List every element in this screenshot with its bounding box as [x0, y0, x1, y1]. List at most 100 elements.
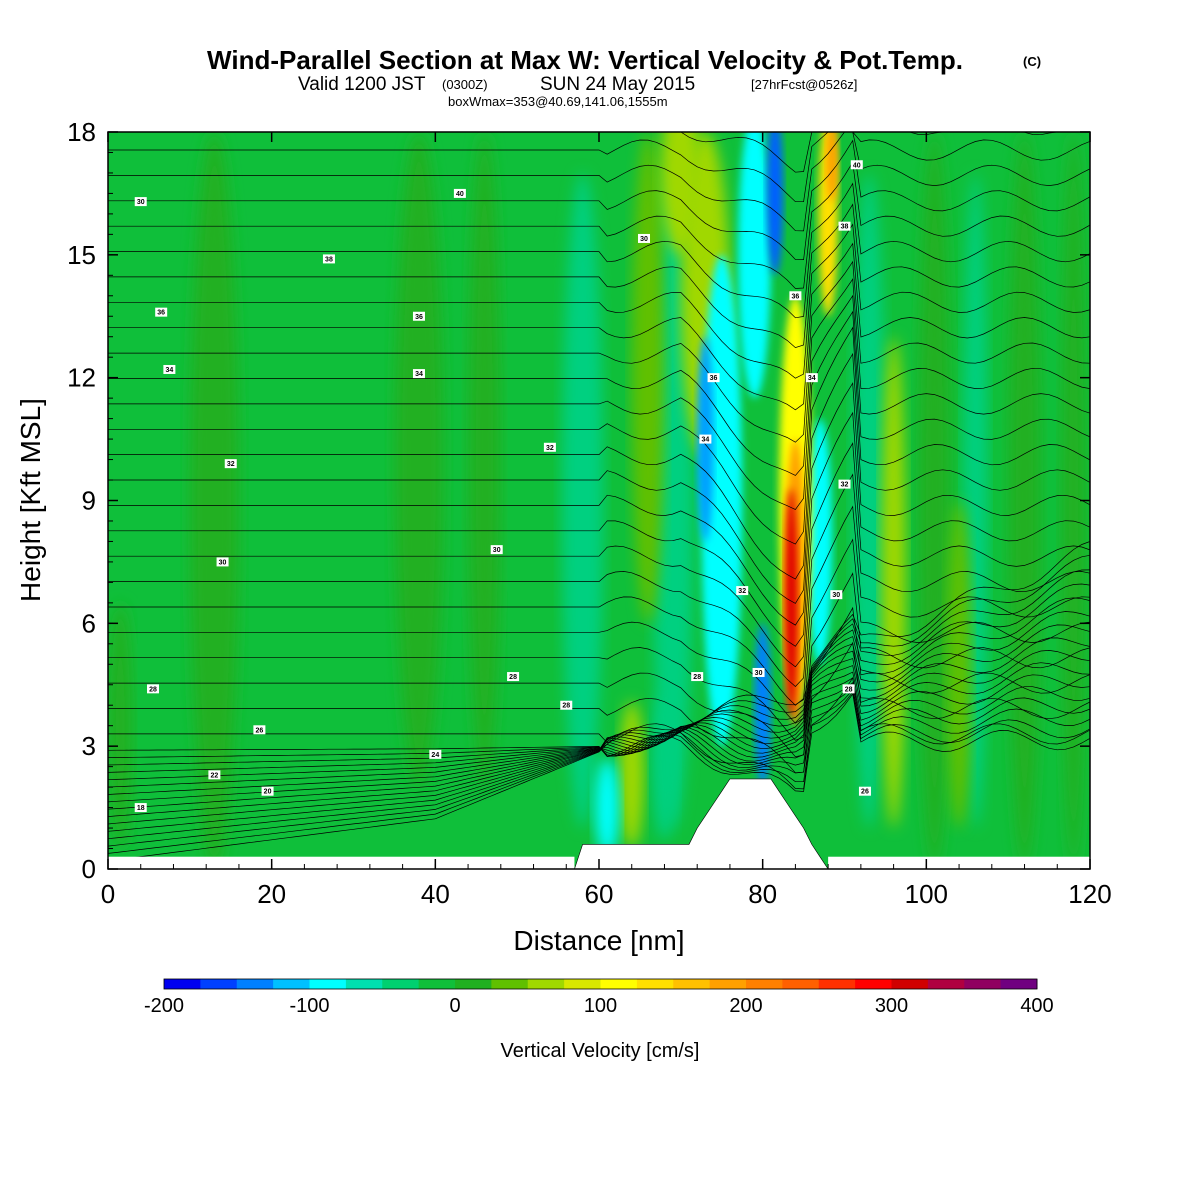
contour-label: 36	[789, 291, 802, 301]
valid-prefix: Valid 1200 JST	[298, 74, 426, 95]
svg-text:34: 34	[165, 367, 173, 374]
contour-label: 30	[830, 590, 843, 600]
colorbar-tick-label: 300	[875, 995, 908, 1017]
contour-label: 32	[543, 442, 556, 452]
svg-text:34: 34	[415, 371, 423, 378]
svg-text:38: 38	[325, 256, 333, 263]
x-tick-label: 100	[905, 879, 948, 909]
colorbar-swatch	[418, 979, 456, 989]
field-blob	[468, 132, 501, 788]
y-tick-label: 3	[82, 731, 96, 761]
theta-contour-line	[108, 442, 1090, 668]
terrain	[574, 778, 829, 869]
colorbar-ticks: -200 -100 0 100 200 300 400	[144, 995, 1054, 1017]
svg-text:22: 22	[210, 772, 218, 779]
theta-contour-line	[108, 310, 1090, 545]
theta-contour-line	[108, 541, 1090, 862]
field-blob	[946, 500, 972, 829]
field-blob	[826, 132, 838, 202]
colorbar-swatch	[927, 979, 965, 989]
x-tick-label: 40	[421, 879, 450, 909]
theta-contours	[108, 132, 1090, 869]
y-axis-label: Height [Kft MSL]	[15, 398, 46, 602]
colorbar-swatch	[855, 979, 893, 989]
svg-text:36: 36	[157, 310, 165, 317]
colorbar-swatch	[564, 979, 602, 989]
colorbar-swatch	[236, 979, 274, 989]
theta-contour-line	[108, 676, 1090, 790]
y-tick-label: 0	[82, 854, 96, 884]
svg-text:32: 32	[546, 445, 554, 452]
copyright-mark: (C)	[1023, 54, 1041, 69]
colorbar	[163, 978, 1038, 990]
field-blob	[594, 758, 620, 857]
colorbar-tick-label: 0	[449, 995, 460, 1017]
box-info: boxWmax=353@40.69,141.06,1555m	[448, 94, 668, 109]
colorbar-tick-label: 400	[1020, 995, 1053, 1017]
svg-text:32: 32	[738, 588, 746, 595]
field-blob	[1008, 132, 1041, 869]
contour-label: 30	[216, 557, 229, 567]
svg-text:26: 26	[255, 727, 263, 734]
theta-contour-line	[108, 139, 1090, 260]
theta-contour-line	[108, 242, 1090, 411]
field-blob	[631, 132, 665, 624]
x-tick-label: 120	[1068, 879, 1111, 909]
theta-contour-line	[108, 583, 1090, 840]
x-axis: 0 20 40 60 80 100 120	[101, 132, 1112, 909]
svg-text:18: 18	[137, 805, 145, 812]
theta-contour-line	[108, 693, 1090, 792]
contour-label: 28	[842, 684, 855, 694]
theta-contour-line	[108, 411, 1090, 647]
field-blob	[738, 132, 771, 399]
contour-label: 38	[838, 221, 851, 231]
svg-text:30: 30	[640, 236, 648, 243]
svg-text:40: 40	[853, 162, 861, 169]
contour-label: 40	[453, 188, 466, 198]
theta-contour-line	[108, 473, 1090, 687]
x-tick-label: 0	[101, 879, 115, 909]
y-tick-label: 15	[67, 240, 96, 270]
colorbar-tick-label: -200	[144, 995, 184, 1017]
field-blob	[394, 132, 444, 788]
colorbar-label: Vertical Velocity [cm/s]	[501, 1040, 700, 1062]
theta-contour-line	[108, 606, 1090, 758]
contour-label: 30	[638, 233, 651, 243]
contour-label: 28	[560, 700, 573, 710]
y-tick-label: 18	[67, 117, 96, 147]
colorbar-swatch	[527, 979, 565, 989]
valid-utc: (0300Z)	[442, 77, 488, 92]
theta-contour-line	[108, 624, 1090, 817]
contour-labels: 30 38 36 36 34 34 32 32 30 30 28 28 26 24 22 20 18 28 28 30…	[134, 160, 871, 813]
theta-contour-line	[108, 294, 1090, 510]
theta-contour-line	[108, 505, 1090, 706]
colorbar-swatch	[964, 979, 1002, 989]
contour-label: 20	[261, 786, 274, 796]
contour-label: 30	[752, 667, 765, 677]
colorbar-swatch	[600, 979, 638, 989]
svg-text:26: 26	[861, 789, 869, 796]
colorbar-frame	[163, 978, 1038, 990]
theta-contour-line	[108, 641, 1090, 774]
plot-area: 30 38 36 36 34 34 32 32 30 30 28 28 26 24 22 20 18 28 28 30…	[108, 132, 1090, 869]
y-tick-label: 9	[82, 486, 96, 516]
svg-text:36: 36	[415, 314, 423, 321]
field-blob	[619, 701, 645, 849]
contour-label: 30	[134, 197, 147, 207]
theta-contour-line	[108, 326, 1090, 580]
svg-text:20: 20	[264, 789, 272, 796]
theta-contour-line	[108, 572, 1090, 741]
svg-text:28: 28	[149, 686, 157, 693]
theta-contour-line	[108, 662, 1090, 795]
svg-text:30: 30	[755, 670, 763, 677]
svg-text:36: 36	[792, 293, 800, 300]
svg-text:34: 34	[701, 437, 709, 444]
theta-contour-line	[108, 203, 1090, 348]
field-blob	[766, 132, 784, 276]
svg-text:36: 36	[710, 375, 718, 382]
theta-contour-line	[108, 352, 1090, 604]
x-tick-label: 80	[748, 879, 777, 909]
colorbar-swatch	[1000, 979, 1038, 989]
